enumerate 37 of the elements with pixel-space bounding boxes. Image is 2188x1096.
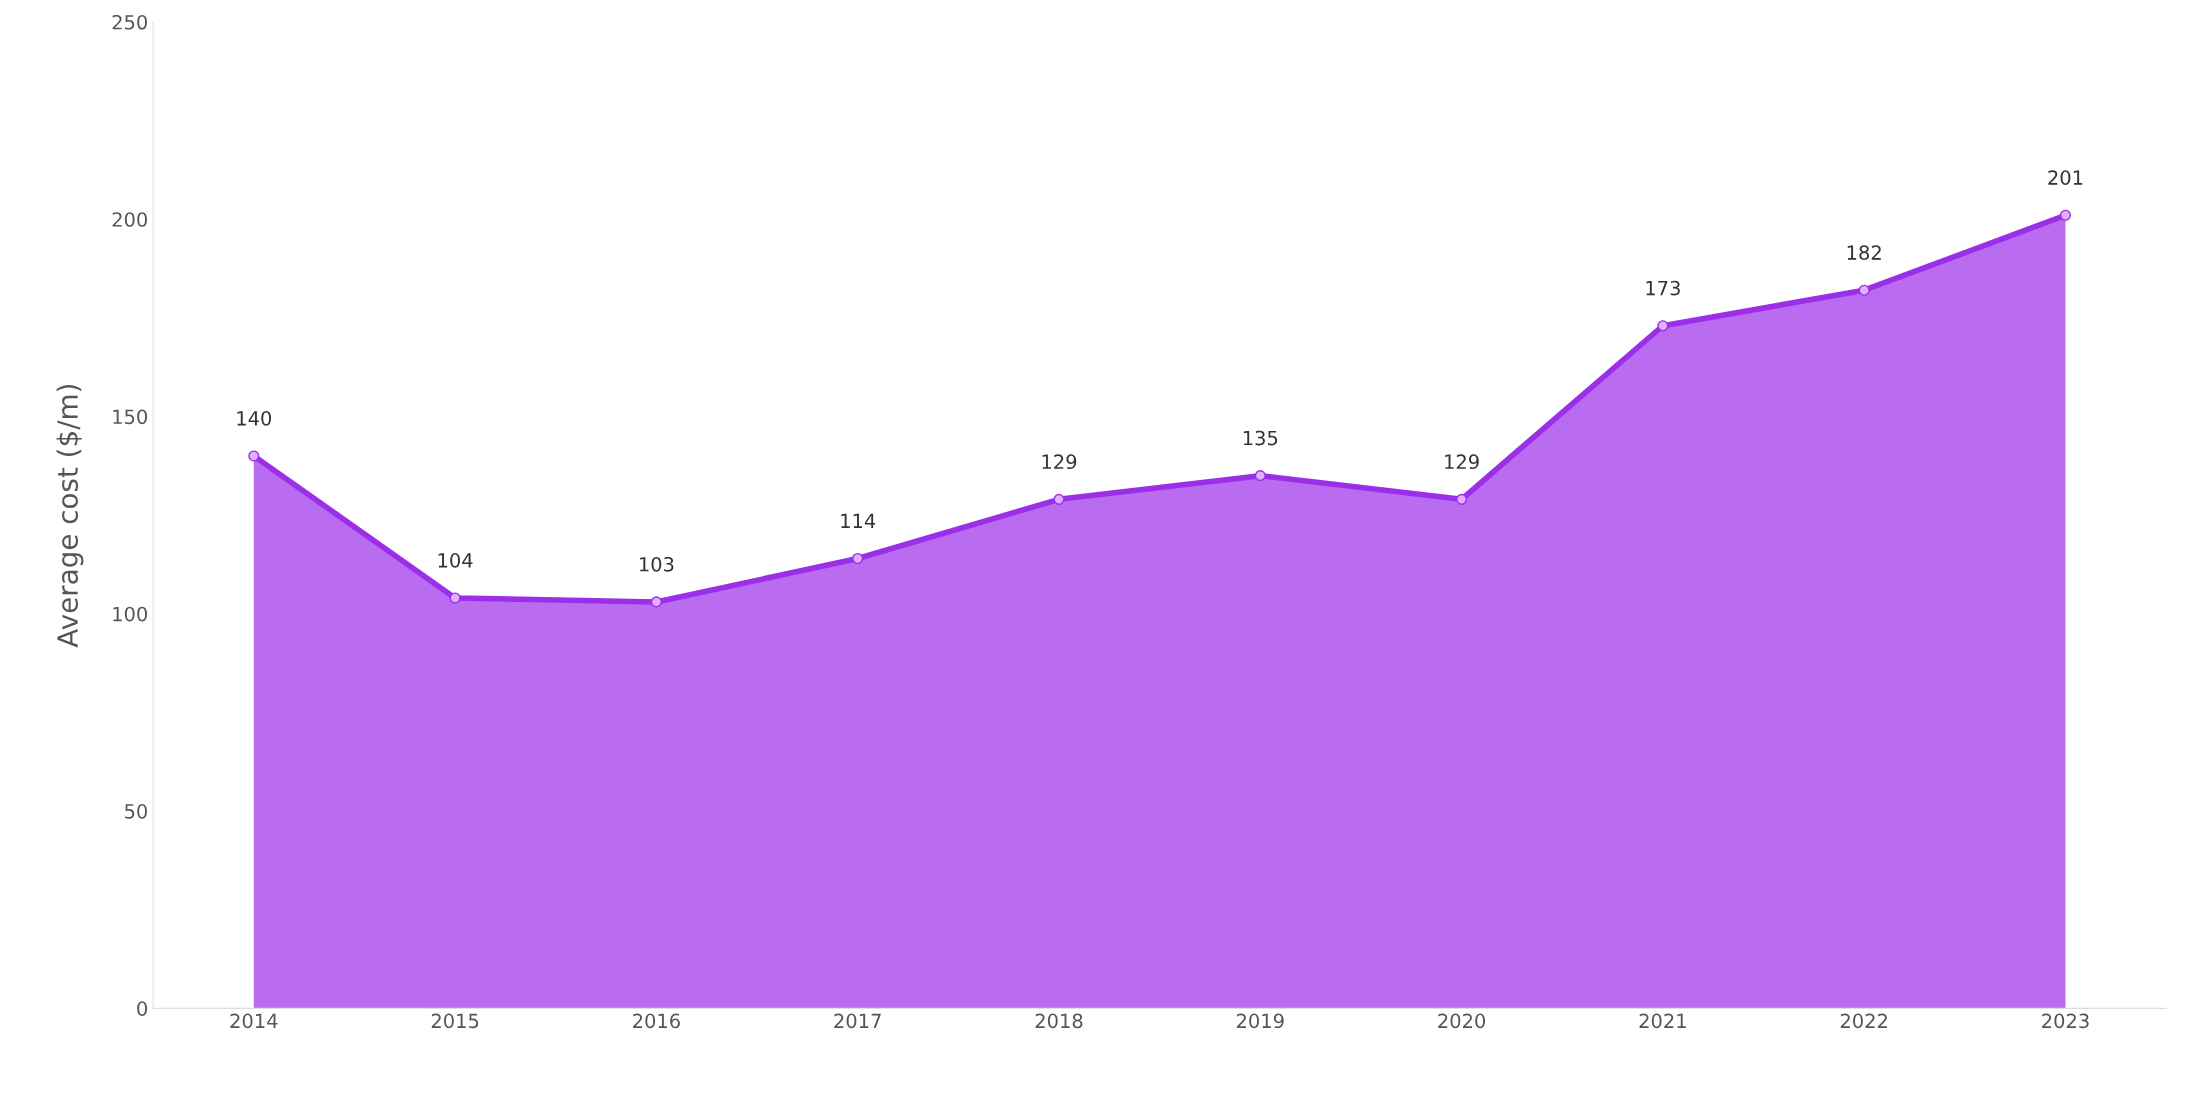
point: [449, 592, 461, 604]
x-tick-label: 2022: [1840, 1013, 1887, 1029]
point: [1657, 320, 1669, 332]
y-tick-label: 250: [112, 14, 148, 30]
data-label: 129: [1445, 454, 1479, 470]
x-tick-label: 2015: [431, 1013, 479, 1029]
x-tick-label: 2018: [1035, 1013, 1083, 1029]
point: [248, 450, 260, 462]
y-tick-label: 150: [113, 409, 148, 425]
data-label: 201: [2048, 170, 2083, 185]
data-label: 135: [1243, 430, 1278, 446]
x-tick-label: 2021: [1639, 1013, 1686, 1029]
y-tick-label: 200: [112, 212, 148, 227]
point: [1053, 493, 1065, 505]
x-tick-label: 2019: [1236, 1013, 1284, 1029]
x-tick-label: 2023: [2042, 1013, 2089, 1029]
data-label: 129: [1042, 454, 1077, 470]
point: [650, 596, 662, 608]
data-label: 140: [237, 410, 272, 426]
data-label: 173: [1646, 280, 1680, 296]
point: [2059, 209, 2072, 221]
x-tick-label: 2014: [230, 1013, 278, 1029]
point: [852, 552, 864, 565]
data-label: 104: [438, 552, 473, 568]
y-tick-label: 0: [137, 1001, 148, 1016]
point: [1456, 493, 1468, 505]
x-tick-label: 2020: [1438, 1013, 1486, 1029]
data-label: 103: [639, 556, 674, 572]
x-tick-label: 2017: [834, 1013, 881, 1029]
y-tick-label: 50: [125, 804, 148, 819]
point: [1858, 284, 1870, 296]
x-tick-label: 2016: [633, 1013, 680, 1029]
y-tick-label: 100: [113, 606, 148, 622]
point: [1254, 470, 1266, 482]
data-label: 114: [841, 513, 876, 528]
data-label: 182: [1847, 245, 1881, 260]
y-axis-title: Average cost ($/m): [56, 384, 84, 648]
